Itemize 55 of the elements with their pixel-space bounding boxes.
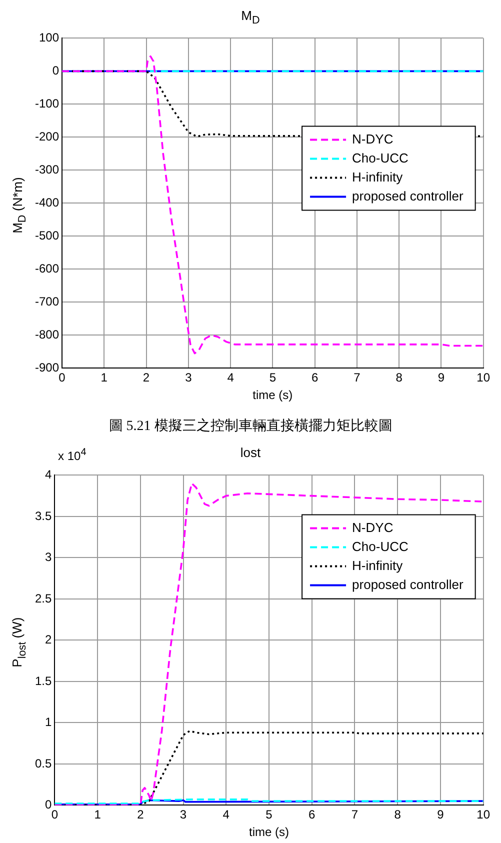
legend-label: proposed controller bbox=[352, 576, 464, 592]
chart-title: lost bbox=[240, 445, 261, 460]
x-tick-label: 3 bbox=[180, 808, 187, 822]
y-tick-label: -400 bbox=[34, 196, 60, 210]
y-tick-label: 3.5 bbox=[34, 508, 52, 523]
y-tick-label: 4 bbox=[44, 468, 52, 482]
x-tick-label: 1 bbox=[94, 808, 102, 822]
y-tick-label: 0 bbox=[44, 798, 52, 812]
caption: 圖 5.21 模擬三之控制車輛直接橫擺力矩比較圖 bbox=[108, 417, 394, 435]
x-tick-label: 9 bbox=[438, 370, 445, 385]
x-tick-label: 9 bbox=[437, 808, 444, 822]
y-tick-label: -900 bbox=[34, 360, 60, 375]
y-tick-label: -600 bbox=[34, 262, 60, 276]
legend-label: Cho-UCC bbox=[352, 538, 408, 554]
y-tick-label: 3 bbox=[44, 550, 52, 564]
y-tick-label: 0.5 bbox=[34, 756, 52, 770]
x-axis-title: time (s) bbox=[252, 388, 293, 402]
legend-label: N-DYC bbox=[352, 131, 394, 146]
x-tick-label: 8 bbox=[394, 808, 402, 822]
line-series bbox=[62, 55, 484, 354]
y-tick-label: -300 bbox=[34, 162, 60, 177]
x-tick-label: 1 bbox=[100, 370, 108, 385]
x-tick-label: 7 bbox=[351, 808, 358, 822]
x-tick-label: 4 bbox=[222, 808, 230, 822]
x-tick-label: 6 bbox=[308, 808, 316, 822]
y-tick-label: -200 bbox=[34, 130, 60, 144]
y-tick-label: 0 bbox=[52, 64, 60, 78]
x-tick-label: 5 bbox=[266, 808, 273, 822]
y-tick-label: 1 bbox=[44, 715, 52, 730]
y-tick-label: -500 bbox=[34, 228, 60, 243]
x-tick-label: 10 bbox=[476, 370, 490, 385]
legend-label: Cho-UCC bbox=[352, 150, 408, 166]
x-tick-label: 2 bbox=[142, 370, 150, 385]
x-tick-label: 2 bbox=[137, 808, 144, 822]
text: x 10$^{4}$ bbox=[58, 447, 86, 463]
y-tick-label: 100 bbox=[38, 30, 60, 45]
x-tick-label: 5 bbox=[269, 370, 276, 385]
x-tick-label: 4 bbox=[227, 370, 234, 385]
x-axis-title: time (s) bbox=[249, 825, 290, 840]
chart-title: M$_{D}$ bbox=[240, 8, 261, 28]
legend-label: H-infinity bbox=[352, 558, 404, 573]
x-tick-label: 10 bbox=[476, 808, 490, 822]
legend-label: H-infinity bbox=[352, 169, 404, 184]
legend-label: N-DYC bbox=[352, 520, 394, 535]
y-tick-label: 2.5 bbox=[34, 591, 52, 606]
y-tick-label: -800 bbox=[34, 328, 60, 342]
x-tick-label: 6 bbox=[311, 370, 318, 385]
y-tick-label: 2 bbox=[44, 632, 52, 647]
y-tick-label: -700 bbox=[34, 294, 60, 309]
legend-label: proposed controller bbox=[352, 188, 464, 204]
x-tick-label: 8 bbox=[396, 370, 403, 385]
y-tick-label: -100 bbox=[34, 96, 60, 111]
x-tick-label: 7 bbox=[354, 370, 361, 385]
y-tick-label: 1.5 bbox=[34, 674, 52, 688]
x-tick-label: 3 bbox=[185, 370, 192, 385]
